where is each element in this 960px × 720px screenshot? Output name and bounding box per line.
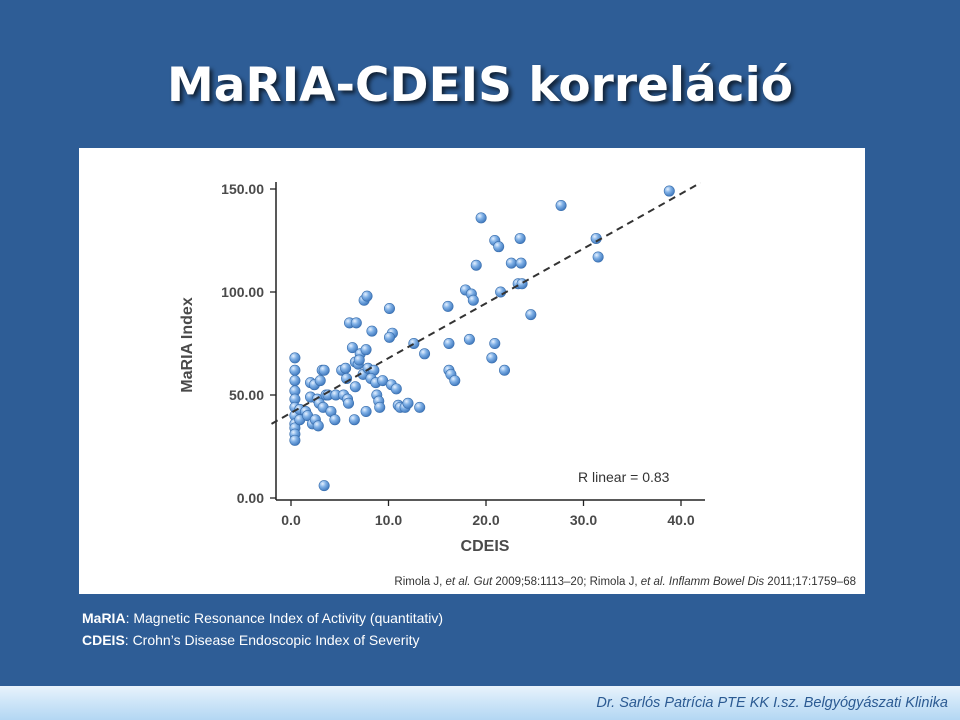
y-tick-label: 50.00: [229, 387, 264, 403]
definition-maria: MaRIA: Magnetic Resonance Index of Activ…: [82, 607, 443, 629]
slide-title: MaRIA-CDEIS korreláció: [167, 58, 793, 113]
data-point: [289, 364, 301, 376]
data-point: [366, 325, 378, 337]
citation: Rimola J, et al. Gut 2009;58:1113–20; Ri…: [394, 576, 856, 588]
correlation-figure: 0.00 50.00 100.00 150.00 0.0 10.0 20.0 30.0 40.0…: [79, 148, 865, 594]
definition-term: CDEIS: [82, 632, 125, 648]
x-tick-label: 10.0: [375, 512, 402, 528]
data-point: [361, 290, 373, 302]
data-point: [402, 397, 414, 409]
x-axis-title: CDEIS: [461, 538, 510, 555]
y-axis-title: MaRIA Index: [179, 297, 196, 393]
y-tick-label: 100.00: [221, 284, 264, 300]
data-point: [374, 401, 386, 413]
data-point: [449, 375, 461, 387]
data-point: [486, 352, 498, 364]
definition-cdeis: CDEIS: Crohn’s Disease Endoscopic Index …: [82, 629, 443, 651]
x-tick-label: 0.0: [281, 512, 301, 528]
data-point: [312, 420, 324, 432]
data-point: [383, 302, 395, 314]
footer-bar: Dr. Sarlós Patrícia PTE KK I.sz. Belgyóg…: [0, 686, 960, 720]
data-point: [390, 383, 402, 395]
data-point: [349, 381, 361, 393]
data-point: [318, 480, 330, 492]
correlation-annotation: R linear = 0.83: [578, 469, 670, 485]
data-point: [505, 257, 517, 269]
data-point: [408, 338, 420, 350]
data-point: [343, 397, 355, 409]
scatter-chart: 0.00 50.00 100.00 150.00 0.0 10.0 20.0 30.0 40.0…: [179, 181, 856, 588]
data-point: [467, 294, 479, 306]
x-tick-label: 30.0: [570, 512, 597, 528]
data-point: [489, 338, 501, 350]
data-point: [414, 401, 426, 413]
data-point: [360, 405, 372, 417]
regression-line: [271, 181, 701, 425]
data-point: [470, 259, 482, 271]
data-point: [360, 344, 372, 356]
data-point: [350, 317, 362, 329]
footer-author: Dr. Sarlós Patrícia PTE KK I.sz. Belgyóg…: [596, 695, 948, 711]
data-point: [555, 199, 567, 211]
data-point: [348, 414, 360, 426]
definition-term: MaRIA: [82, 610, 126, 626]
data-point: [525, 309, 537, 321]
data-point: [475, 212, 487, 224]
data-point: [442, 300, 454, 312]
data-point: [383, 331, 395, 343]
x-tick-label: 20.0: [472, 512, 499, 528]
data-point: [346, 342, 358, 354]
data-point: [463, 333, 475, 345]
data-point: [289, 375, 301, 387]
data-point: [289, 434, 301, 446]
data-point: [493, 241, 505, 253]
data-point: [318, 364, 330, 376]
data-point: [443, 338, 455, 350]
data-point: [592, 251, 604, 263]
data-point: [329, 414, 341, 426]
data-point: [340, 362, 352, 374]
data-point: [515, 257, 527, 269]
data-point: [514, 232, 526, 244]
y-tick-label: 150.00: [221, 181, 264, 197]
data-point: [314, 375, 326, 387]
data-point: [499, 364, 511, 376]
data-point: [289, 352, 301, 364]
data-point: [353, 354, 365, 366]
abbreviation-definitions: MaRIA: Magnetic Resonance Index of Activ…: [82, 607, 443, 651]
x-tick-label: 40.0: [667, 512, 694, 528]
data-point: [419, 348, 431, 360]
y-tick-label: 0.00: [237, 490, 264, 506]
data-point: [663, 185, 675, 197]
definition-text: : Magnetic Resonance Index of Activity (…: [125, 610, 444, 626]
definition-text: : Crohn’s Disease Endoscopic Index of Se…: [124, 632, 420, 648]
